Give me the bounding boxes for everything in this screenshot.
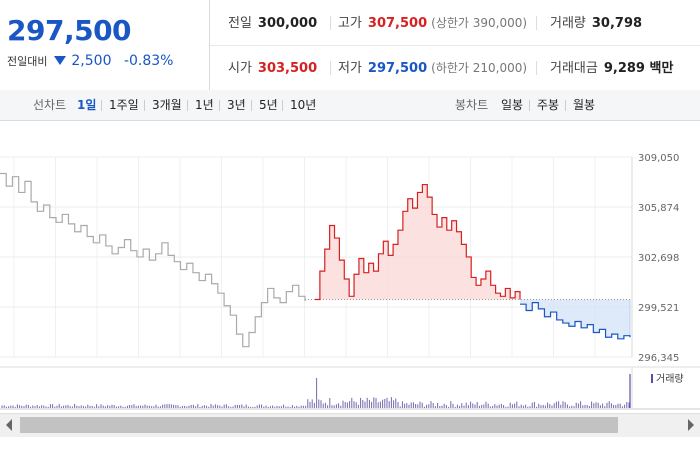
divider xyxy=(536,61,537,75)
tab-1-year[interactable]: 1년 xyxy=(195,98,214,112)
divider xyxy=(330,61,331,75)
chart-period-tabs: 선차트 1일 1주일 3개월 1년 3년 5년 10년 봉차트 일봉 주봉 월봉 xyxy=(0,90,700,121)
scroll-left-icon[interactable] xyxy=(6,419,12,431)
today-rise-price-line xyxy=(315,183,521,301)
prev-close-value: 300,000 xyxy=(257,16,318,31)
chart-plot-area xyxy=(0,172,631,348)
lower-limit: (하한가 210,000) xyxy=(431,61,528,75)
y-tick-label: 299,521 xyxy=(638,303,679,314)
tab-divider xyxy=(187,100,188,111)
tab-3-years[interactable]: 3년 xyxy=(227,98,246,112)
open-cell: 시가 303,500 xyxy=(228,45,317,90)
amount-label: 거래대금 xyxy=(550,61,598,76)
change-row: 전일대비 2,500 -0.83% xyxy=(7,53,173,69)
tab-weekly-candle[interactable]: 주봉 xyxy=(537,98,560,112)
y-axis: 309,050 305,874 302,698 299,521 296,345 xyxy=(631,153,679,364)
low-cell: 저가 297,500 (하한가 210,000) xyxy=(338,45,527,90)
y-tick-label: 309,050 xyxy=(638,153,679,164)
prev-days-price-line xyxy=(0,172,306,348)
price-box: 297,500 전일대비 2,500 -0.83% xyxy=(0,0,210,90)
volume-panel: 거래량 xyxy=(0,366,700,410)
prev-close-cell: 전일 300,000 xyxy=(228,0,317,45)
upper-limit: (상한가 390,000) xyxy=(431,16,528,30)
low-value: 297,500 xyxy=(367,61,428,76)
open-label: 시가 xyxy=(228,61,252,76)
quote-header: 297,500 전일대비 2,500 -0.83% 전일 300,000 고가 30… xyxy=(0,0,700,91)
open-value: 303,500 xyxy=(257,61,318,76)
tab-1-week[interactable]: 1주일 xyxy=(109,98,139,112)
current-price: 297,500 xyxy=(7,14,132,47)
chart-grid xyxy=(0,156,632,358)
scroll-thumb[interactable] xyxy=(20,417,618,433)
change-amount: 2,500 xyxy=(71,53,112,69)
line-chart-label: 선차트 xyxy=(33,98,67,112)
tab-monthly-candle[interactable]: 월봉 xyxy=(573,98,596,112)
y-tick-label: 296,345 xyxy=(638,353,679,364)
fall-area-fill xyxy=(520,299,630,339)
low-label: 저가 xyxy=(338,61,362,76)
high-value: 307,500 xyxy=(367,16,428,31)
volume-legend-label: 거래량 xyxy=(656,373,684,385)
y-tick-label: 302,698 xyxy=(638,253,679,264)
chart-scrollbar[interactable] xyxy=(0,413,700,437)
tab-divider xyxy=(144,100,145,111)
tab-divider xyxy=(101,100,102,111)
tab-1-day[interactable]: 1일 xyxy=(77,98,97,112)
down-triangle-icon xyxy=(53,56,66,65)
volume-cell: 거래량 30,798 xyxy=(550,0,642,45)
stats-row-2: 시가 303,500 저가 297,500 (하한가 210,000) 거래대금 9,2… xyxy=(210,45,700,90)
tab-divider xyxy=(282,100,283,111)
tab-divider xyxy=(529,100,530,111)
stats-row-1: 전일 300,000 고가 307,500 (상한가 390,000) 거래량 30,7… xyxy=(210,0,700,46)
divider xyxy=(330,16,331,30)
today-fall-price-line xyxy=(520,302,631,340)
tab-divider xyxy=(219,100,220,111)
tab-divider xyxy=(565,100,566,111)
price-chart: 309,050 305,874 302,698 299,521 296,345 거래량 xyxy=(0,153,700,410)
high-cell: 고가 307,500 (상한가 390,000) xyxy=(338,0,527,45)
tab-divider xyxy=(251,100,252,111)
volume-value: 30,798 xyxy=(591,16,643,31)
tab-daily-candle[interactable]: 일봉 xyxy=(501,98,524,112)
volume-legend-swatch xyxy=(651,374,653,383)
candle-chart-label: 봉차트 xyxy=(455,98,489,112)
scroll-right-icon[interactable] xyxy=(688,419,694,431)
divider xyxy=(536,16,537,30)
amount-value: 9,289 백만 xyxy=(603,61,674,76)
tab-3-months[interactable]: 3개월 xyxy=(152,98,182,112)
change-percent: -0.83% xyxy=(123,53,174,69)
y-tick-label: 305,874 xyxy=(638,203,679,214)
amount-cell: 거래대금 9,289 백만 xyxy=(550,45,673,90)
high-label: 고가 xyxy=(338,16,362,31)
tab-5-years[interactable]: 5년 xyxy=(259,98,278,112)
stats-panel: 전일 300,000 고가 307,500 (상한가 390,000) 거래량 30,7… xyxy=(210,0,700,90)
prev-close-label: 전일 xyxy=(228,16,252,31)
rise-area-fill xyxy=(315,184,520,300)
volume-label: 거래량 xyxy=(550,16,586,31)
tab-10-years[interactable]: 10년 xyxy=(290,98,317,112)
change-label: 전일대비 xyxy=(7,55,48,68)
